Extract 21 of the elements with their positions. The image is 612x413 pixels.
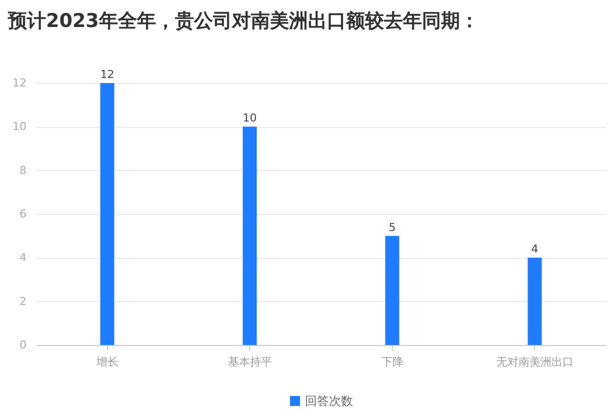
data-label: 12 bbox=[100, 68, 114, 81]
y-tick-label: 10 bbox=[12, 120, 26, 134]
data-label: 10 bbox=[242, 112, 257, 125]
y-tick-label: 2 bbox=[20, 294, 26, 308]
legend-label: 回答次数 bbox=[305, 394, 353, 408]
bar bbox=[528, 258, 542, 345]
x-tick-label: 下降 bbox=[381, 356, 404, 368]
chart-title: 预计2023年全年，贵公司对南美洲出口额较去年同期： bbox=[7, 10, 479, 32]
bar bbox=[242, 126, 257, 345]
y-tick-label: 8 bbox=[20, 164, 26, 177]
bar bbox=[385, 236, 400, 345]
y-tick-label: 12 bbox=[12, 76, 26, 90]
data-label: 4 bbox=[531, 242, 538, 256]
y-tick-label: 4 bbox=[20, 251, 26, 264]
x-tick-label: 无对南美洲出口 bbox=[496, 356, 574, 368]
bar bbox=[100, 83, 114, 345]
x-tick-label: 基本持平 bbox=[228, 356, 272, 368]
data-label: 5 bbox=[388, 220, 396, 234]
y-tick-label: 0 bbox=[20, 338, 26, 352]
x-tick-label: 增长 bbox=[95, 356, 118, 368]
y-tick-label: 6 bbox=[20, 208, 26, 220]
